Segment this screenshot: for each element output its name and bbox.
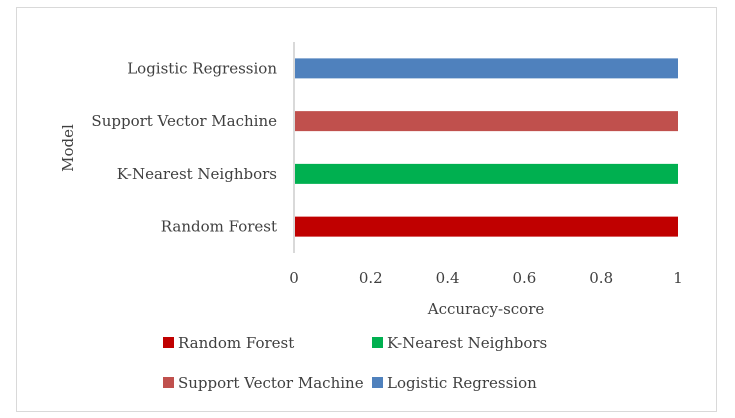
x-tick-label: 0.6 — [512, 269, 536, 287]
legend-item-logistic-regression: Logistic Regression — [372, 374, 537, 392]
legend-swatch — [372, 377, 383, 388]
y-axis-title: Model — [59, 124, 77, 172]
legend-label: Support Vector Machine — [178, 374, 364, 392]
category-label-k-nearest-neighbors: K-Nearest Neighbors — [117, 165, 277, 183]
legend: Random Forest K-Nearest Neighbors Support … — [163, 334, 547, 392]
x-tick-label: 0.8 — [589, 269, 613, 287]
legend-swatch — [163, 337, 174, 348]
bar-k-nearest-neighbors — [294, 163, 678, 184]
category-labels: Random Forest K-Nearest Neighbors Support … — [91, 59, 277, 235]
x-tick-labels: 0 0.2 0.4 0.6 0.8 1 — [289, 269, 683, 287]
category-label-logistic-regression: Logistic Regression — [127, 59, 277, 77]
legend-item-support-vector-machine: Support Vector Machine — [163, 374, 364, 392]
x-tick-label: 0.4 — [436, 269, 460, 287]
category-label-random-forest: Random Forest — [161, 218, 277, 236]
x-axis-title: Accuracy-score — [427, 300, 545, 318]
legend-item-random-forest: Random Forest — [163, 334, 294, 352]
legend-label: Random Forest — [178, 334, 294, 352]
legend-label: K-Nearest Neighbors — [387, 334, 547, 352]
x-tick-label: 0.2 — [359, 269, 383, 287]
bar-random-forest — [294, 216, 678, 237]
x-tick-label: 1 — [673, 269, 683, 287]
bars-layer — [294, 58, 678, 237]
bar-logistic-regression — [294, 58, 678, 79]
category-label-support-vector-machine: Support Vector Machine — [91, 112, 277, 130]
legend-swatch — [163, 377, 174, 388]
bar-support-vector-machine — [294, 111, 678, 132]
x-tick-label: 0 — [289, 269, 299, 287]
legend-item-k-nearest-neighbors: K-Nearest Neighbors — [372, 334, 547, 352]
legend-label: Logistic Regression — [387, 374, 537, 392]
legend-swatch — [372, 337, 383, 348]
